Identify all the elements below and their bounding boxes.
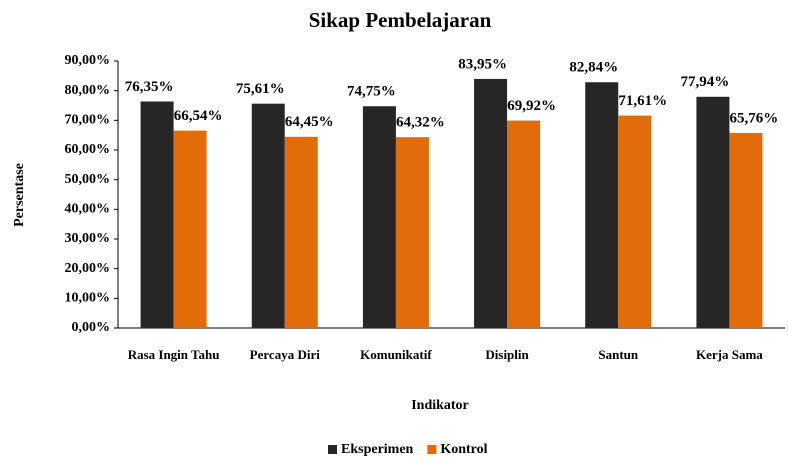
y-axis-label: Persentase <box>12 163 27 227</box>
bar <box>618 115 652 328</box>
x-tick-label: Rasa Ingin Tahu <box>127 347 220 362</box>
y-tick-label: 50,00% <box>65 172 111 187</box>
y-tick-label: 40,00% <box>65 202 111 217</box>
value-label: 76,35% <box>125 79 174 95</box>
y-tick-label: 60,00% <box>65 142 111 157</box>
bar <box>140 101 174 329</box>
value-label: 71,61% <box>618 93 667 109</box>
y-tick-label: 20,00% <box>65 261 111 276</box>
y-tick-label: 10,00% <box>65 291 111 306</box>
legend-label: Kontrol <box>440 442 487 457</box>
value-label: 66,54% <box>174 108 223 124</box>
value-label: 75,61% <box>236 81 285 97</box>
bar <box>696 96 730 328</box>
x-axis-label: Indikator <box>411 398 469 413</box>
x-tick-label: Disiplin <box>485 347 529 362</box>
value-label: 77,94% <box>681 74 730 90</box>
bar <box>251 103 285 328</box>
legend-swatch <box>328 445 337 454</box>
legend-swatch <box>427 445 437 454</box>
value-label: 65,76% <box>730 110 779 126</box>
x-tick-label: Santun <box>598 347 639 362</box>
y-tick-label: 30,00% <box>65 231 111 246</box>
y-tick-label: 0,00% <box>72 320 111 335</box>
value-label: 69,92% <box>507 98 556 114</box>
chart-title: Sikap Pembelajaran <box>309 8 492 32</box>
value-label: 64,45% <box>285 114 334 130</box>
bar <box>507 120 541 328</box>
bar <box>729 132 763 328</box>
value-label: 74,75% <box>347 84 396 100</box>
value-label: 83,95% <box>458 56 507 72</box>
y-tick-label: 90,00% <box>65 53 111 68</box>
x-tick-label: Kerja Sama <box>696 347 763 362</box>
bar <box>284 136 318 328</box>
value-label: 82,84% <box>569 60 618 76</box>
y-tick-label: 80,00% <box>65 83 111 98</box>
x-tick-label: Percaya Diri <box>249 347 320 362</box>
bar <box>362 106 396 328</box>
value-label: 64,32% <box>396 115 445 131</box>
bar <box>585 82 619 328</box>
y-tick-label: 70,00% <box>65 113 111 128</box>
legend-label: Eksperimen <box>341 442 414 457</box>
bar <box>474 78 508 328</box>
x-tick-label: Komunikatif <box>360 347 432 362</box>
bar <box>395 137 429 328</box>
bar <box>173 130 207 328</box>
